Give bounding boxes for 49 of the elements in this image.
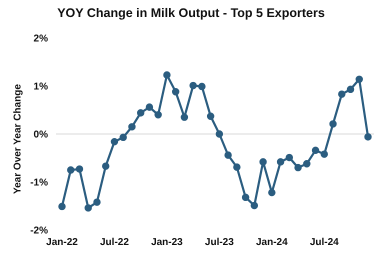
point [250, 202, 258, 210]
x-tick-label: Jul-24 [310, 237, 340, 248]
y-tick-label: -1% [30, 178, 48, 189]
point [84, 204, 92, 212]
point [146, 103, 154, 111]
point [329, 120, 337, 128]
point [233, 163, 241, 171]
chart-title: YOY Change in Milk Output - Top 5 Exporters [56, 6, 326, 20]
point [154, 111, 162, 118]
point [198, 82, 206, 90]
x-tick-label: Jul-23 [204, 237, 234, 248]
point [346, 86, 354, 94]
x-tick-label: Jan-22 [46, 237, 78, 248]
point [312, 146, 320, 154]
point [163, 71, 171, 79]
point [242, 194, 250, 202]
y-tick-label: 1% [34, 82, 48, 93]
point [180, 114, 188, 121]
y-tick-label: 0% [34, 130, 48, 141]
point [206, 112, 214, 120]
point [259, 158, 267, 166]
point [224, 151, 232, 159]
x-tick-label: Jan-24 [256, 237, 288, 248]
y-axis-title: Year Over Year Change [12, 84, 24, 194]
point [303, 160, 310, 168]
point [67, 166, 74, 174]
y-tick-label: -2% [30, 226, 48, 237]
point [216, 130, 224, 138]
point [356, 76, 363, 83]
point [286, 154, 294, 162]
point [102, 162, 110, 170]
point [93, 198, 101, 206]
point [136, 109, 144, 117]
point [110, 138, 118, 146]
point [364, 133, 372, 141]
x-tick-label: Jul-22 [100, 237, 130, 248]
point [338, 90, 346, 98]
y-tick-label: 2% [34, 34, 48, 45]
point [76, 165, 84, 173]
point [128, 123, 136, 130]
point [120, 134, 127, 142]
point [268, 188, 276, 196]
point [58, 202, 66, 210]
point [172, 88, 180, 96]
point [320, 150, 328, 158]
x-tick-label: Jan-23 [151, 237, 184, 248]
point [294, 164, 302, 172]
point [276, 158, 284, 166]
point [189, 82, 197, 90]
